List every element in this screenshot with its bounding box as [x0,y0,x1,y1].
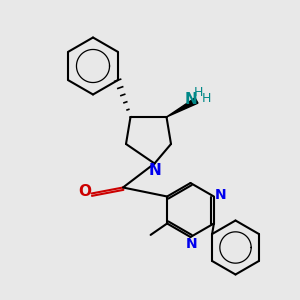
Text: H: H [194,86,203,100]
Polygon shape [167,98,198,117]
Text: H: H [201,92,211,106]
Text: N: N [185,92,197,106]
Text: N: N [185,237,197,250]
Text: O: O [78,184,92,199]
Text: N: N [148,163,161,178]
Text: N: N [215,188,226,202]
